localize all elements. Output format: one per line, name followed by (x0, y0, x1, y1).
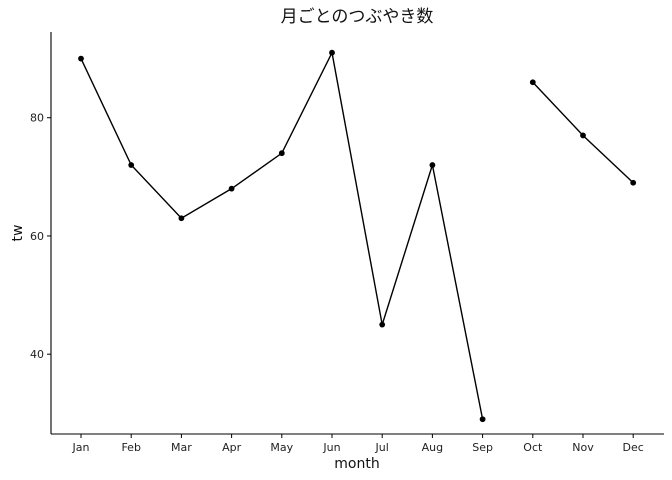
y-tick-label: 80 (30, 112, 44, 125)
x-tick-label-jul: Jul (375, 441, 389, 454)
data-point-mar (178, 215, 185, 222)
data-point-feb (128, 162, 135, 168)
series-line-segment-1 (80, 50, 484, 420)
x-tick-label-apr: Apr (222, 441, 242, 454)
x-tick-label-oct: Oct (523, 441, 543, 454)
y-axis-title: tw (10, 225, 26, 242)
series-line-segment-2 (532, 81, 634, 184)
data-point-jul (379, 321, 386, 328)
data-point-sep (479, 416, 486, 423)
x-tick-label-nov: Nov (572, 441, 594, 454)
data-points (78, 49, 637, 423)
data-point-oct (529, 79, 536, 86)
data-point-jun (329, 49, 335, 56)
chart-title: 月ごとのつぶやき数 (281, 7, 434, 27)
series-lines (80, 50, 634, 420)
data-point-aug (429, 162, 436, 168)
y-tick-label: 60 (30, 230, 44, 243)
x-tick-label-feb: Feb (121, 441, 140, 454)
data-point-apr (228, 185, 235, 192)
x-tick-label-sep: Sep (472, 441, 493, 454)
x-tick-label-jan: Jan (72, 441, 90, 454)
y-tick-label: 40 (30, 348, 44, 361)
data-point-may (278, 150, 285, 157)
x-tick-label-aug: Aug (422, 441, 443, 454)
x-tick-label-jun: Jun (322, 441, 340, 454)
x-tick-label-dec: Dec (623, 441, 644, 454)
x-tick-label-may: May (270, 441, 293, 454)
data-point-jan (78, 55, 84, 62)
data-point-dec (630, 179, 637, 186)
y-axis-ticks: 40 60 80 (30, 112, 51, 361)
x-axis-title: month (334, 456, 379, 472)
x-tick-label-mar: Mar (171, 441, 192, 454)
x-axis-ticks: Jan Feb Mar Apr May Jun Jul Aug Sep Oct Nov Dec (72, 434, 644, 454)
data-point-nov (580, 132, 586, 139)
